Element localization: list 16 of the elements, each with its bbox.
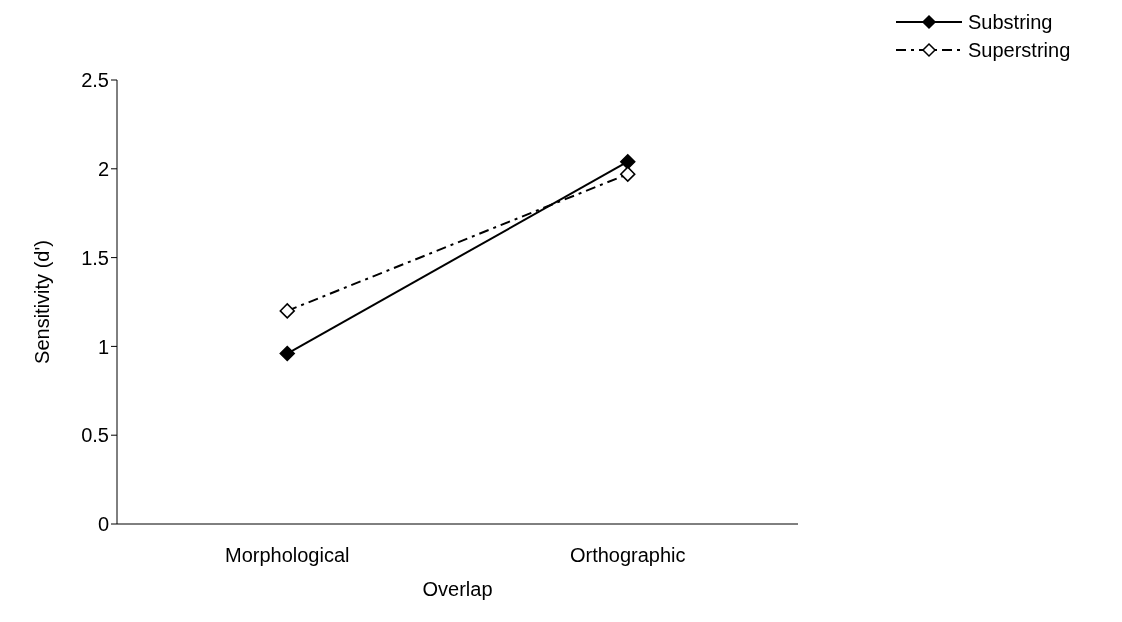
- legend-label: Superstring: [968, 38, 1071, 62]
- point: [620, 166, 636, 182]
- point: [279, 345, 295, 362]
- y-tick-label: 1: [97, 335, 109, 358]
- y-tick-label: 2: [97, 157, 109, 180]
- y-tick-label: 0: [97, 513, 109, 536]
- y-axis-title: Sensitivity (d'): [31, 240, 54, 364]
- x-tick-label: Orthographic: [569, 544, 686, 567]
- legend-label: Substring: [968, 10, 1053, 34]
- y-tick-label: 0.5: [81, 424, 109, 447]
- y-tick-label: 2.5: [81, 69, 109, 92]
- y-tick-label: 1.5: [81, 246, 109, 269]
- point: [620, 153, 636, 170]
- x-tick-label: Morphological: [224, 544, 350, 567]
- point: [279, 303, 295, 319]
- x-axis-title: Overlap: [422, 578, 493, 600]
